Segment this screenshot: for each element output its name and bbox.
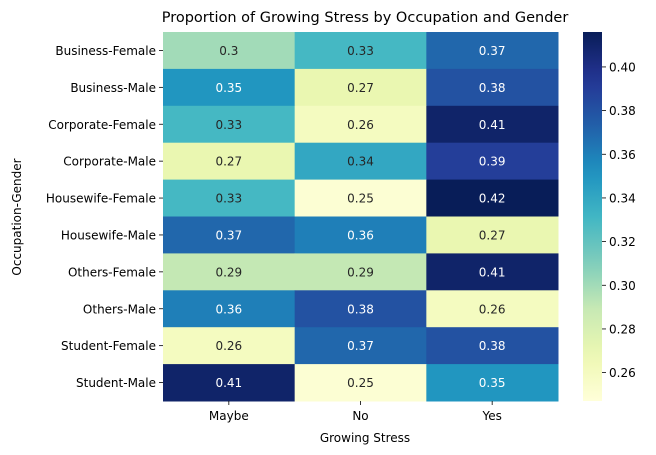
row-tick-label: Business-Male bbox=[70, 81, 156, 95]
cell-value-label: 0.27 bbox=[215, 155, 242, 169]
heatmap-cell bbox=[426, 68, 559, 107]
heatmap-cell bbox=[426, 290, 559, 328]
heatmap-cell bbox=[163, 105, 296, 144]
heatmap-cell bbox=[294, 179, 427, 217]
heatmap-cell bbox=[163, 253, 296, 291]
cell-value-label: 0.38 bbox=[479, 81, 506, 95]
cell-value-label: 0.36 bbox=[347, 228, 374, 242]
cell-value-label: 0.35 bbox=[479, 376, 506, 390]
row-tick-label: Corporate-Male bbox=[63, 155, 156, 169]
heatmap-cell bbox=[163, 327, 296, 365]
cell-value-label: 0.3 bbox=[219, 44, 238, 58]
heatmap-cell bbox=[426, 327, 559, 365]
heatmap-cells: 0.3 0.33 0.37 0.35 0.27 0.38 0.33 0.26 0.41 0.27 0… bbox=[163, 32, 559, 402]
column-tick-label: Yes bbox=[481, 409, 501, 423]
cell-value-label: 0.38 bbox=[479, 339, 506, 353]
colorbar-ticks: 0.26 0.28 0.30 0.32 0.34 0.36 0.38 0.40 bbox=[602, 60, 636, 380]
cell-value-label: 0.27 bbox=[479, 228, 506, 242]
cell-value-label: 0.38 bbox=[347, 302, 374, 316]
heatmap-cell bbox=[294, 142, 427, 181]
heatmap-cell bbox=[163, 364, 296, 402]
x-axis-label: Growing Stress bbox=[320, 431, 410, 445]
heatmap-cell bbox=[294, 253, 427, 291]
y-axis-label: Occupation-Gender bbox=[10, 158, 24, 275]
heatmap-cell bbox=[294, 216, 427, 254]
row-tick-label: Student-Female bbox=[61, 339, 156, 353]
cell-value-label: 0.37 bbox=[347, 339, 374, 353]
cell-value-label: 0.29 bbox=[215, 265, 242, 279]
row-tick-label: Business-Female bbox=[55, 44, 156, 58]
cell-value-label: 0.35 bbox=[215, 81, 242, 95]
cell-value-label: 0.33 bbox=[347, 44, 374, 58]
column-tick-label: Maybe bbox=[209, 409, 249, 423]
cell-value-label: 0.26 bbox=[347, 118, 374, 132]
row-tick-label: Housewife-Male bbox=[61, 228, 156, 242]
colorbar-tick-label: 0.40 bbox=[609, 60, 636, 74]
cell-value-label: 0.41 bbox=[479, 118, 506, 132]
heatmap-cell bbox=[163, 216, 296, 254]
heatmap-cell bbox=[294, 68, 427, 107]
heatmap-cell bbox=[294, 290, 427, 328]
cell-value-label: 0.42 bbox=[479, 192, 506, 206]
colorbar bbox=[583, 32, 602, 401]
cell-value-label: 0.26 bbox=[215, 339, 242, 353]
row-tick-label: Others-Female bbox=[68, 265, 156, 279]
cell-value-label: 0.36 bbox=[215, 302, 242, 316]
heatmap-cell bbox=[163, 32, 296, 70]
cell-value-label: 0.39 bbox=[479, 155, 506, 169]
cell-value-label: 0.37 bbox=[215, 228, 242, 242]
heatmap-cell bbox=[163, 68, 296, 107]
cell-value-label: 0.33 bbox=[215, 192, 242, 206]
cell-value-label: 0.25 bbox=[347, 376, 374, 390]
column-tick-labels: Maybe No Yes bbox=[209, 401, 502, 423]
colorbar-tick-label: 0.32 bbox=[609, 235, 636, 249]
colorbar-tick-label: 0.28 bbox=[609, 322, 636, 336]
cell-value-label: 0.25 bbox=[347, 192, 374, 206]
heatmap-cell bbox=[163, 179, 296, 217]
colorbar-tick-label: 0.36 bbox=[609, 148, 636, 162]
cell-value-label: 0.41 bbox=[215, 376, 242, 390]
colorbar-tick-label: 0.38 bbox=[609, 104, 636, 118]
heatmap-cell bbox=[163, 290, 296, 328]
heatmap-cell bbox=[426, 105, 559, 144]
column-tick-label: No bbox=[352, 409, 368, 423]
row-tick-label: Student-Male bbox=[76, 376, 156, 390]
heatmap-cell bbox=[426, 216, 559, 254]
cell-value-label: 0.33 bbox=[215, 118, 242, 132]
heatmap-cell bbox=[426, 253, 559, 291]
heatmap-cell bbox=[163, 142, 296, 181]
heatmap-cell bbox=[294, 32, 427, 70]
colorbar-tick-label: 0.30 bbox=[609, 279, 636, 293]
heatmap-cell bbox=[426, 32, 559, 70]
heatmap-cell bbox=[294, 364, 427, 402]
row-tick-labels: Business-Female Business-Male Corporate-Fe… bbox=[46, 44, 163, 390]
row-tick-label: Corporate-Female bbox=[48, 118, 156, 132]
cell-value-label: 0.37 bbox=[479, 44, 506, 58]
heatmap-cell bbox=[426, 142, 559, 181]
colorbar-tick-label: 0.34 bbox=[609, 191, 636, 205]
cell-value-label: 0.34 bbox=[347, 155, 374, 169]
colorbar-tick-label: 0.26 bbox=[609, 366, 636, 380]
cell-value-label: 0.27 bbox=[347, 81, 374, 95]
heatmap-cell bbox=[426, 364, 559, 402]
heatmap-cell bbox=[294, 105, 427, 144]
row-tick-label: Housewife-Female bbox=[46, 192, 156, 206]
cell-value-label: 0.29 bbox=[347, 265, 374, 279]
heatmap-cell bbox=[294, 327, 427, 365]
cell-value-label: 0.26 bbox=[479, 302, 506, 316]
row-tick-label: Others-Male bbox=[83, 302, 156, 316]
heatmap-cell bbox=[426, 179, 559, 217]
chart-title: Proportion of Growing Stress by Occupati… bbox=[162, 10, 569, 26]
cell-value-label: 0.41 bbox=[479, 265, 506, 279]
